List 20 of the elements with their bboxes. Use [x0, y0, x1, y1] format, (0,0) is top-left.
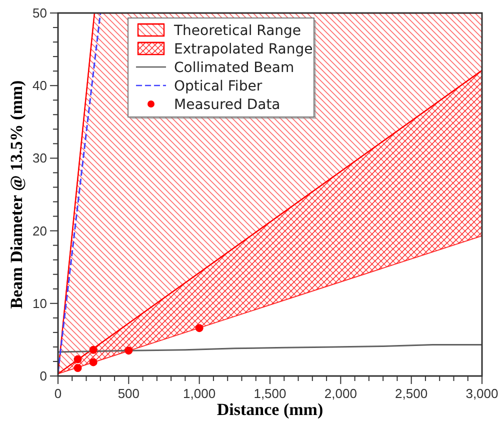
x-tick-label: 1,500: [254, 386, 286, 401]
x-tick-label: 3,000: [466, 386, 498, 401]
y-tick-label: 0: [40, 368, 47, 384]
y-axis-title: Beam Diameter @ 13.5% (mm): [7, 80, 26, 309]
x-tick-label: 0: [54, 386, 62, 401]
legend-label: Theoretical Range: [173, 23, 302, 39]
y-tick-label: 20: [32, 223, 47, 238]
legend-label: Collimated Beam: [174, 60, 294, 76]
x-tick-label: 2,000: [324, 386, 357, 401]
legend-label: Extrapolated Range: [174, 42, 313, 58]
x-tick-label: 1,000: [183, 386, 216, 401]
y-tick-label: 30: [32, 150, 47, 166]
y-tick-label: 40: [32, 78, 47, 94]
legend-label: Optical Fiber: [174, 78, 262, 94]
x-tick-label: 500: [118, 386, 140, 401]
y-tick-label: 10: [32, 296, 47, 311]
y-tick-label: 50: [32, 6, 47, 20]
x-tick-label: 2,500: [395, 386, 428, 401]
legend-label: Measured Data: [174, 97, 280, 113]
x-axis-title: Distance (mm): [216, 400, 324, 419]
